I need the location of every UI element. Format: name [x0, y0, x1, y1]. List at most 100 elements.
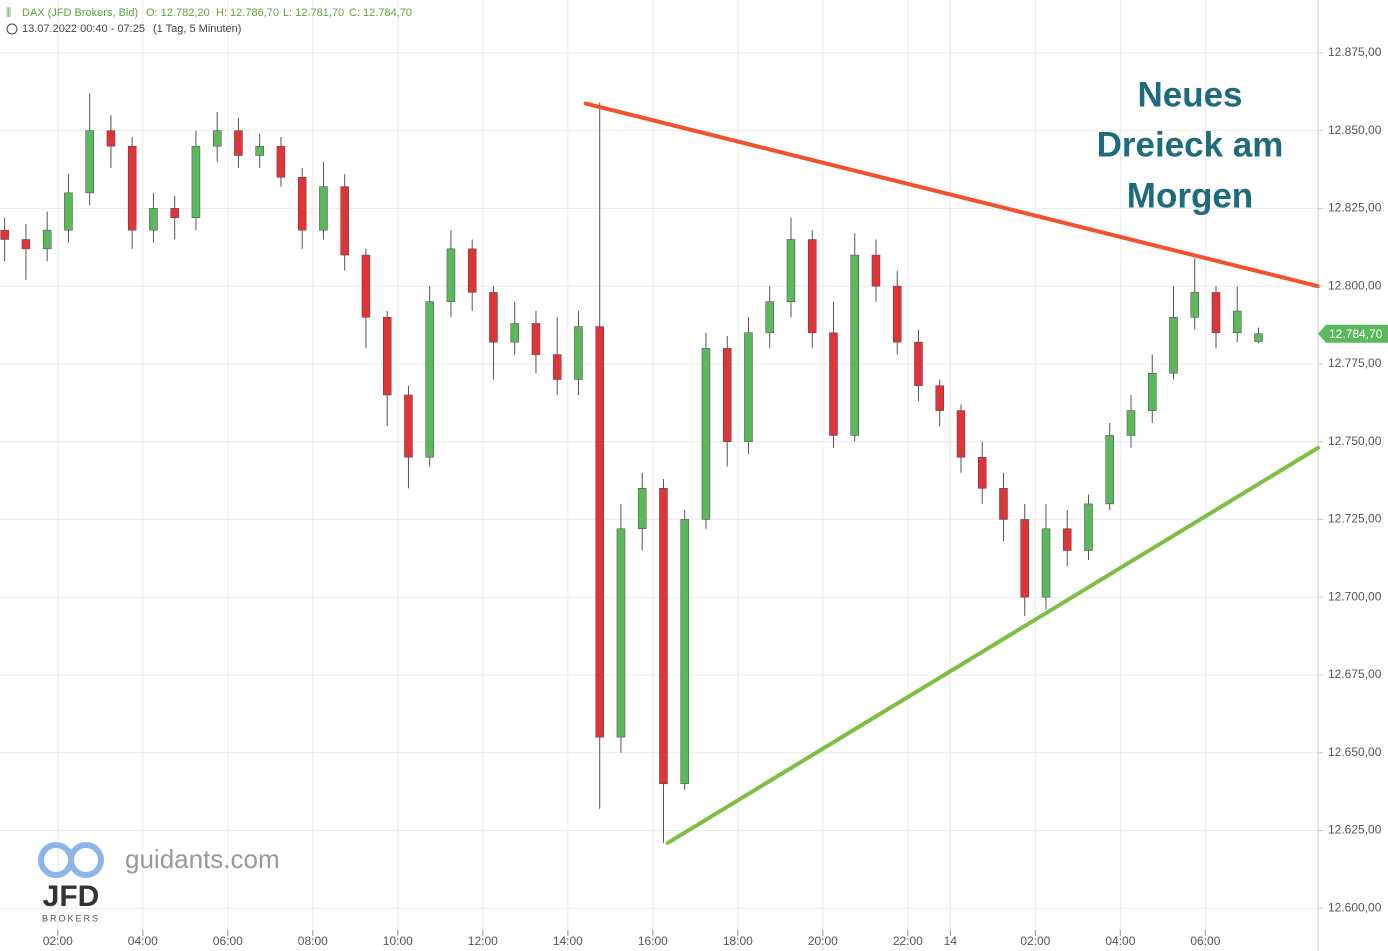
candle-body — [744, 332, 753, 442]
candle-body — [1211, 292, 1221, 334]
interval: (1 Tag, 5 Minuten) — [153, 23, 241, 35]
x-tick-label: 02:00 — [1020, 934, 1050, 948]
x-tick-label: 22:00 — [893, 934, 923, 948]
trendline — [665, 445, 1320, 845]
ohlc-low: L: 12.781,70 — [283, 7, 344, 19]
candle-body — [0, 229, 9, 240]
annotation-line: Neues — [1137, 75, 1242, 114]
candle-body — [531, 323, 541, 355]
candle-body — [297, 177, 307, 231]
candle-body — [191, 145, 201, 218]
date-range: 13.07.2022 00:40 - 07:25 — [22, 23, 145, 35]
x-tick-label: 10:00 — [383, 934, 413, 948]
annotation-line: Dreieck am — [1097, 125, 1284, 164]
x-tick-label: 12:00 — [468, 934, 498, 948]
candle-body — [1084, 503, 1093, 551]
candle-body — [765, 301, 774, 334]
y-tick-label: 12.800,00 — [1328, 278, 1382, 292]
icon: ⫼ — [6, 7, 11, 19]
candle-body — [1232, 310, 1242, 334]
candle-body — [595, 326, 604, 738]
broker: JFD — [43, 880, 100, 913]
watermark: guidants.com JFD BROKERS — [38, 842, 280, 923]
candle-body — [1254, 333, 1263, 342]
candle-body — [127, 145, 137, 231]
candle-body — [425, 301, 434, 458]
candle-body — [361, 254, 371, 318]
y-tick-label: 12.750,00 — [1328, 434, 1382, 448]
candle-body — [467, 248, 477, 293]
y-tick-label: 12.675,00 — [1328, 667, 1382, 681]
candle-body — [701, 348, 711, 520]
instrument: DAX (JFD Brokers, Bid) — [22, 7, 138, 19]
candle-body — [64, 192, 73, 231]
y-tick-label: 12.725,00 — [1328, 512, 1382, 526]
candle-body — [807, 239, 817, 334]
ohlc-high: H: 12.786,70 — [216, 7, 279, 19]
y-tick-label: 12.775,00 — [1328, 356, 1382, 370]
candle-body — [276, 145, 286, 178]
price-tag-label: 12.784,70 — [1329, 327, 1383, 341]
candle-body — [255, 145, 264, 156]
candle-body — [404, 394, 413, 458]
candle-body — [850, 254, 859, 436]
candle-body — [680, 519, 689, 785]
price-tag — [1318, 324, 1388, 343]
candle-body — [21, 239, 31, 250]
candle-body — [1190, 292, 1199, 318]
candle-body — [871, 254, 881, 287]
candle-body — [42, 229, 52, 250]
x-tick-label: 04:00 — [128, 934, 158, 948]
candle-body — [914, 341, 923, 386]
candle-body — [1147, 372, 1157, 411]
candle-body — [382, 317, 392, 396]
logo-ring — [38, 842, 74, 878]
candle-body — [446, 248, 456, 302]
candle-body — [1020, 519, 1029, 598]
y-tick-label: 12.650,00 — [1328, 745, 1382, 759]
candle-body — [234, 130, 243, 156]
marks — [0, 93, 1320, 845]
candle-body — [510, 323, 519, 343]
candle-body — [319, 186, 328, 231]
x-tick-label: 18:00 — [723, 934, 753, 948]
trendline — [583, 101, 1320, 289]
annotation-line: Morgen — [1127, 176, 1253, 215]
x-tick-label: 20:00 — [808, 934, 838, 948]
y-tick-label: 12.600,00 — [1328, 900, 1382, 914]
x-tick-label: 02:00 — [43, 934, 73, 948]
broker-sub: BROKERS — [42, 913, 100, 923]
candle-body — [1169, 317, 1178, 374]
candle-body — [999, 488, 1008, 520]
candle-body — [977, 456, 987, 489]
logo-ring — [68, 842, 104, 878]
candle-body — [956, 410, 966, 458]
x-tick-label: 08:00 — [298, 934, 328, 948]
candle-body — [340, 186, 349, 256]
y-tick-label: 12.875,00 — [1328, 45, 1382, 59]
candle-body — [552, 354, 562, 380]
candle-body — [149, 208, 158, 231]
candle-body — [935, 385, 944, 411]
candle-body — [170, 208, 179, 218]
candle-body — [786, 239, 796, 302]
candle-body — [1062, 528, 1072, 551]
annotation: Neues Dreieck am Morgen — [1097, 75, 1284, 215]
ohlc-open: O: 12.782,20 — [146, 7, 210, 19]
candle-body — [574, 326, 583, 380]
candle-body — [106, 130, 116, 147]
candle-body — [892, 285, 902, 343]
x-tick-label: 04:00 — [1105, 934, 1135, 948]
candle-body — [659, 488, 668, 785]
candle-body — [722, 348, 732, 442]
candle-body — [212, 130, 222, 147]
clock-icon — [6, 23, 18, 35]
ohlc-close: C: 12.784,70 — [349, 7, 412, 19]
y-tick-label: 12.850,00 — [1328, 123, 1382, 137]
x-tick-label: 06:00 — [213, 934, 243, 948]
header: ⫼ DAX (JFD Brokers, Bid) O: 12.782,20 H:… — [6, 7, 412, 35]
site: guidants.com — [125, 844, 280, 874]
y-tick-label: 12.825,00 — [1328, 201, 1382, 215]
